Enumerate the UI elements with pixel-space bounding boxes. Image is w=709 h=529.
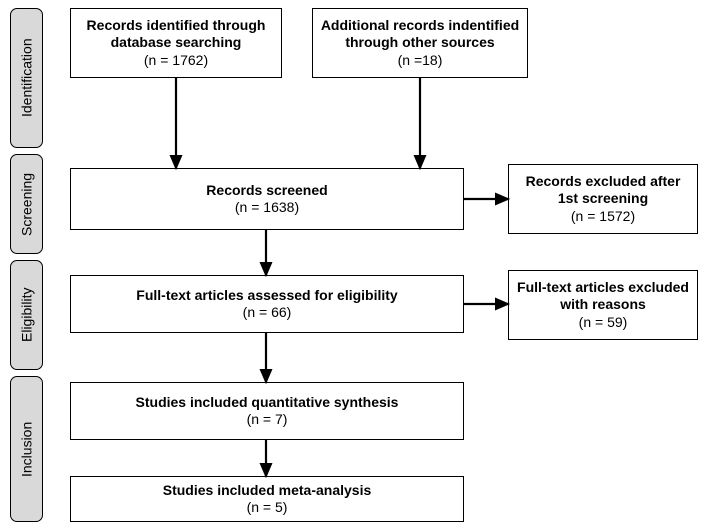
box-count: (n = 1762) <box>144 52 208 70</box>
box-title: Studies included meta-analysis <box>163 482 372 500</box>
box-count: (n = 5) <box>247 499 288 517</box>
box-title: Records excluded after 1st screening <box>515 173 691 208</box>
stage-label-text: Identification <box>19 39 35 118</box>
box-count: (n = 1572) <box>571 208 635 226</box>
box-title: Records identified through database sear… <box>77 17 275 52</box>
box-title: Full-text articles assessed for eligibil… <box>136 287 397 305</box>
stage-identification: Identification <box>10 8 43 148</box>
box-screened: Records screened (n = 1638) <box>70 168 464 230</box>
stage-screening: Screening <box>10 154 43 254</box>
stage-label-text: Screening <box>19 172 35 235</box>
box-count: (n = 59) <box>579 314 628 332</box>
box-other-sources: Additional records indentified through o… <box>312 8 528 78</box>
box-db-search: Records identified through database sear… <box>70 8 282 78</box>
box-title: Records screened <box>206 182 327 200</box>
box-meta-analysis: Studies included meta-analysis (n = 5) <box>70 476 464 522</box>
box-title: Full-text articles excluded with reasons <box>515 279 691 314</box>
flow-arrows <box>0 0 709 529</box>
stage-label-text: Eligibility <box>19 288 35 342</box>
stage-inclusion: Inclusion <box>10 376 43 522</box>
box-fulltext-excluded: Full-text articles excluded with reasons… <box>508 270 698 340</box>
stage-label-text: Inclusion <box>19 421 35 476</box>
box-title: Additional records indentified through o… <box>319 17 521 52</box>
box-count: (n = 7) <box>247 411 288 429</box>
box-count: (n = 1638) <box>235 199 299 217</box>
box-excluded-1st: Records excluded after 1st screening (n … <box>508 164 698 234</box>
box-title: Studies included quantitative synthesis <box>136 394 399 412</box>
box-count: (n = 66) <box>243 304 292 322</box>
box-quant-synth: Studies included quantitative synthesis … <box>70 382 464 440</box>
prisma-flowchart: Identification Screening Eligibility Inc… <box>0 0 709 529</box>
box-count: (n =18) <box>398 52 443 70</box>
box-fulltext-assessed: Full-text articles assessed for eligibil… <box>70 275 464 333</box>
stage-eligibility: Eligibility <box>10 260 43 370</box>
